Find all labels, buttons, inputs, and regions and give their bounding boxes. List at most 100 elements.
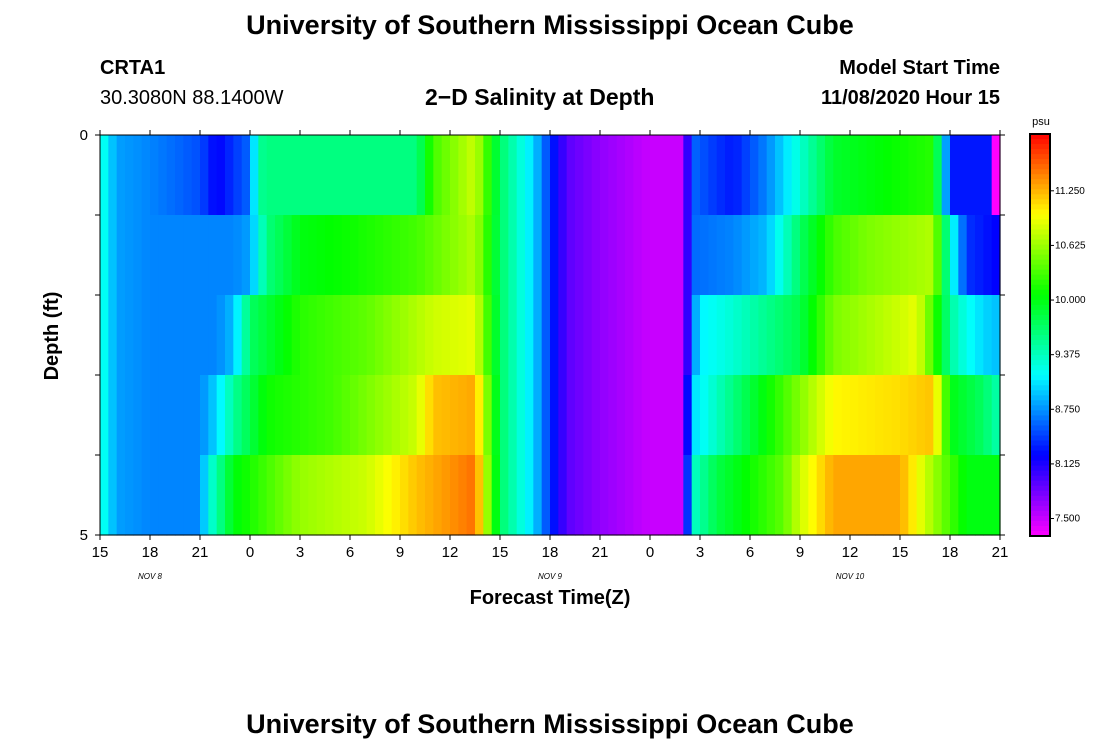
heatmap-cell [466, 135, 476, 216]
heatmap-cell [466, 215, 476, 296]
heatmap-cell [341, 295, 351, 376]
colorbar-swatch [1030, 345, 1050, 351]
heatmap-cell [975, 455, 984, 536]
colorbar-swatch [1030, 450, 1050, 457]
heatmap-cell [816, 455, 826, 536]
colorbar-swatch [1030, 350, 1050, 356]
heatmap-cell [866, 455, 876, 536]
heatmap-cell [225, 215, 234, 296]
heatmap-cell [341, 375, 351, 456]
heatmap-cell [833, 455, 843, 536]
heatmap-cell [241, 295, 251, 376]
heatmap-cell [158, 375, 168, 456]
heatmap-cell [241, 135, 251, 216]
heatmap-cell [633, 215, 643, 296]
heatmap-cell [975, 375, 984, 456]
x-tick-label: 21 [592, 544, 609, 561]
heatmap-cell [875, 135, 884, 216]
heatmap-cell [133, 135, 143, 216]
heatmap-cell [933, 135, 943, 216]
colorbar-swatch [1030, 244, 1050, 251]
colorbar-swatch [1030, 455, 1050, 462]
heatmap-cell [600, 455, 609, 536]
heatmap-cell [750, 215, 759, 296]
x-tick-label: 15 [892, 544, 909, 561]
heatmap-cell [775, 215, 784, 296]
heatmap-cell [400, 215, 409, 296]
heatmap-cell [683, 295, 693, 376]
heatmap-cell [516, 375, 526, 456]
heatmap-cell [933, 295, 943, 376]
heatmap-cell [858, 215, 868, 296]
x-tick-label: 0 [246, 544, 254, 561]
colorbar-swatch [1030, 505, 1050, 512]
heatmap-cell [175, 455, 184, 536]
heatmap-cell [316, 215, 326, 296]
heatmap-cell [191, 375, 201, 456]
heatmap-cell [816, 295, 826, 376]
heatmap-cell [525, 135, 534, 216]
heatmap-cell [208, 375, 218, 456]
heatmap-cell [508, 215, 518, 296]
heatmap-cell [958, 135, 968, 216]
heatmap-cell [900, 375, 909, 456]
heatmap-cell [708, 455, 718, 536]
heatmap-cell [883, 295, 893, 376]
heatmap-cell [433, 135, 443, 216]
heatmap-cell [116, 375, 126, 456]
heatmap-cell [450, 295, 459, 376]
heatmap-cell [491, 215, 501, 296]
heatmap-cell [633, 455, 643, 536]
heatmap-cell [591, 215, 601, 296]
heatmap-cell [725, 215, 734, 296]
heatmap-cell [533, 375, 543, 456]
heatmap-cell [733, 375, 743, 456]
heatmap-cell [933, 375, 943, 456]
heatmap-cell [358, 455, 368, 536]
heatmap-cell [466, 295, 476, 376]
heatmap-cell [175, 295, 184, 376]
heatmap-cell [316, 455, 326, 536]
colorbar-swatch [1030, 184, 1050, 190]
heatmap-cell [683, 455, 693, 536]
heatmap-cell [591, 135, 601, 216]
heatmap-cell [125, 215, 134, 296]
heatmap-cell [366, 215, 376, 296]
heatmap-cell [625, 375, 634, 456]
heatmap-cell [425, 215, 434, 296]
colorbar-swatch [1030, 515, 1050, 522]
heatmap-cell [925, 375, 934, 456]
colorbar-swatch [1030, 194, 1050, 200]
heatmap-cell [366, 135, 376, 216]
heatmap-cell [800, 455, 809, 536]
heatmap-cell [275, 215, 284, 296]
heatmap-cell [266, 295, 276, 376]
heatmap-cell [308, 375, 318, 456]
colorbar-swatch [1030, 214, 1050, 220]
heatmap-cell [866, 375, 876, 456]
heatmap-cell [941, 135, 951, 216]
heatmap-cell [583, 375, 593, 456]
heatmap-cell [466, 455, 476, 536]
heatmap-cell [266, 135, 276, 216]
heatmap-cell [866, 135, 876, 216]
heatmap-cell [850, 455, 859, 536]
heatmap-cell [825, 215, 834, 296]
heatmap-cell [916, 215, 926, 296]
colorbar-swatch [1030, 370, 1050, 376]
heatmap-cell [983, 215, 993, 296]
heatmap-cell [716, 455, 726, 536]
heatmap-cell [158, 135, 168, 216]
heatmap-cell [600, 135, 609, 216]
colorbar-swatch [1030, 390, 1050, 396]
heatmap-cell [108, 455, 118, 536]
heatmap-cell [883, 135, 893, 216]
heatmap-cell [750, 295, 759, 376]
heatmap-cell [666, 135, 676, 216]
heatmap-cell [508, 455, 518, 536]
heatmap-cell [366, 455, 376, 536]
heatmap-cell [716, 375, 726, 456]
heatmap-cell [741, 375, 751, 456]
heatmap-cell [333, 455, 343, 536]
heatmap-cell [675, 295, 684, 376]
